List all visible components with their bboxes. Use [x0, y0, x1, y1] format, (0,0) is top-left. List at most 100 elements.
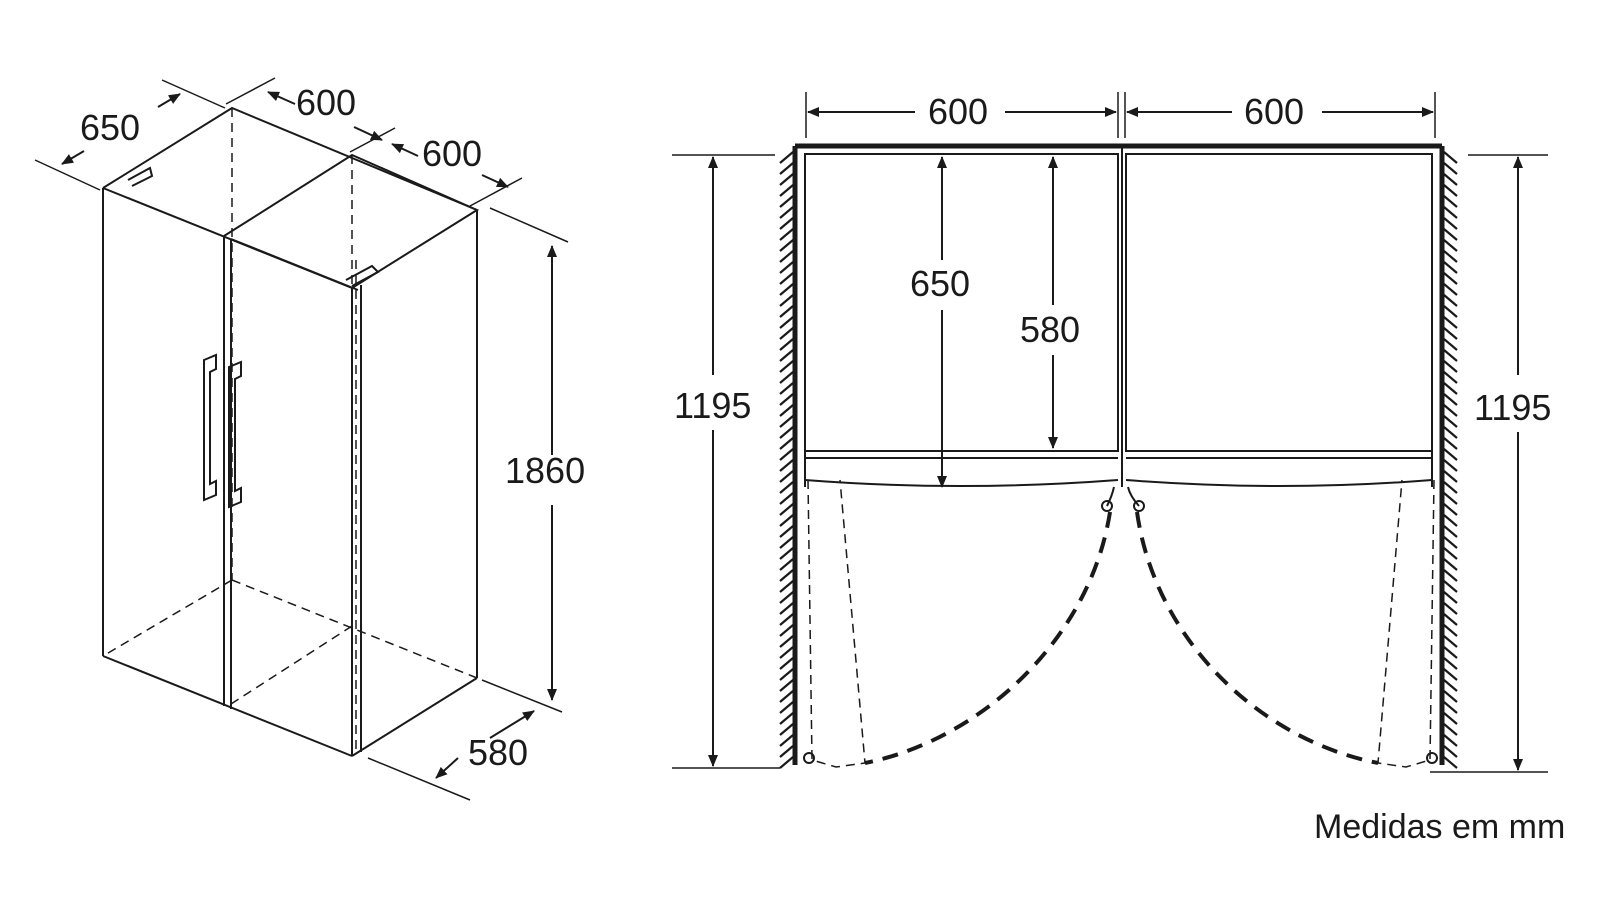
wall-hatch-line: [779, 349, 794, 362]
wall-hatch-line: [1443, 305, 1458, 318]
wall-hatch-line: [1443, 635, 1458, 648]
wall-hatch-line: [779, 536, 794, 549]
wall-hatch-line: [779, 514, 794, 527]
wall-hatch-line: [1443, 492, 1458, 505]
wall-hatch-line: [779, 360, 794, 373]
wall-hatch-line: [779, 580, 794, 593]
wall-hatch-line: [1443, 349, 1458, 362]
wall-hatch-line: [1443, 184, 1458, 197]
wall-hatch-line: [1443, 393, 1458, 406]
wall-hatch-line: [779, 173, 794, 186]
wall-hatch-line: [1443, 734, 1458, 747]
wall-hatch-line: [779, 184, 794, 197]
wall-hatch-line: [779, 734, 794, 747]
wall-hatch-line: [779, 723, 794, 736]
wall-hatch-line: [779, 602, 794, 615]
isometric-view: 650 600 600 1860 580: [34, 77, 585, 801]
wall-hatch-line: [779, 316, 794, 329]
wall-hatch-line: [779, 591, 794, 604]
wall-hatch-line: [1443, 162, 1458, 175]
wall-hatch-line: [779, 503, 794, 516]
iso-height-label: 1860: [505, 450, 585, 491]
plan-extension-lines: [672, 92, 1548, 773]
iso-door-depth-label: 580: [468, 732, 528, 773]
wall-hatch-line: [779, 657, 794, 670]
wall-right: [1439, 146, 1458, 769]
wall-hatch-line: [1443, 536, 1458, 549]
wall-hatch-line: [1443, 426, 1458, 439]
wall-hatch-line: [779, 327, 794, 340]
wall-hatch-line: [1443, 525, 1458, 538]
wall-hatch-line: [1443, 679, 1458, 692]
wall-hatch-line: [779, 338, 794, 351]
wall-hatch-line: [779, 239, 794, 252]
wall-hatch-line: [1443, 382, 1458, 395]
iso-depth-label: 650: [80, 107, 140, 148]
wall-hatch-line: [1443, 514, 1458, 527]
open-doors: [807, 479, 1435, 768]
wall-hatch-line: [1443, 448, 1458, 461]
wall-hatch-line: [1443, 151, 1458, 164]
wall-hatch-line: [1443, 745, 1458, 758]
wall-hatch-line: [1443, 272, 1458, 285]
plan-right-width-label: 600: [1244, 91, 1304, 132]
wall-hatch-line: [779, 404, 794, 417]
wall-hatch-line: [1443, 283, 1458, 296]
wall-hatch-line: [779, 283, 794, 296]
wall-hatch-line: [779, 646, 794, 659]
wall-hatch-line: [779, 470, 794, 483]
iso-width-right-label: 600: [422, 133, 482, 174]
wall-hatch-line: [1443, 624, 1458, 637]
wall-hatch-line: [1443, 481, 1458, 494]
wall-hatch-line: [1443, 228, 1458, 241]
wall-hatch-line: [779, 668, 794, 681]
wall-hatch-line: [1443, 646, 1458, 659]
wall-hatch-line: [779, 294, 794, 307]
wall-hatch-line: [779, 426, 794, 439]
door-handles: [203, 353, 242, 509]
wall-hatch-line: [779, 305, 794, 318]
wall-hatch-line: [1443, 613, 1458, 626]
wall-hatch-line: [779, 712, 794, 725]
hidden-edges: [102, 108, 478, 750]
wall-hatch-line: [1443, 558, 1458, 571]
wall-hatch-line: [1443, 580, 1458, 593]
wall-hatch-line: [779, 481, 794, 494]
wall-hatch-line: [1443, 338, 1458, 351]
wall-hatch-line: [779, 415, 794, 428]
wall-hatch-line: [1443, 470, 1458, 483]
wall-hatch-line: [1443, 206, 1458, 219]
plan-body-depth-label: 580: [1020, 309, 1080, 350]
wall-hatch-line: [1443, 602, 1458, 615]
wall-hatch-line: [1443, 404, 1458, 417]
plan-view: 600 600 1195 1195 650 580: [672, 91, 1551, 773]
wall-hatch-line: [1443, 712, 1458, 725]
cabinet-plan: [795, 143, 1442, 487]
wall-hatch-line: [1443, 657, 1458, 670]
wall-hatch-line: [779, 701, 794, 714]
wall-hatch-line: [1443, 503, 1458, 516]
wall-hatch-line: [779, 569, 794, 582]
plan-dimension-arrows: [708, 107, 1523, 771]
iso-width-left-label: 600: [296, 82, 356, 123]
wall-hatch-line: [1443, 327, 1458, 340]
wall-hatch-line: [1443, 415, 1458, 428]
wall-hatch-line: [1443, 756, 1458, 769]
wall-hatch-line: [779, 261, 794, 274]
wall-hatch-line: [1443, 547, 1458, 560]
wall-hatch-line: [779, 492, 794, 505]
wall-hatch-line: [779, 459, 794, 472]
wall-hatch-line: [779, 272, 794, 285]
wall-hatch-line: [779, 371, 794, 384]
wall-hatch-line: [1443, 569, 1458, 582]
wall-hatch-line: [1443, 360, 1458, 373]
wall-hatch-line: [779, 228, 794, 241]
wall-hatch-line: [1443, 239, 1458, 252]
wall-hatch-line: [1443, 701, 1458, 714]
wall-hatch-line: [779, 437, 794, 450]
wall-hatch-line: [779, 448, 794, 461]
wall-hatch-line: [1443, 437, 1458, 450]
wall-hatch-line: [779, 151, 794, 164]
plan-left-width-label: 600: [928, 91, 988, 132]
